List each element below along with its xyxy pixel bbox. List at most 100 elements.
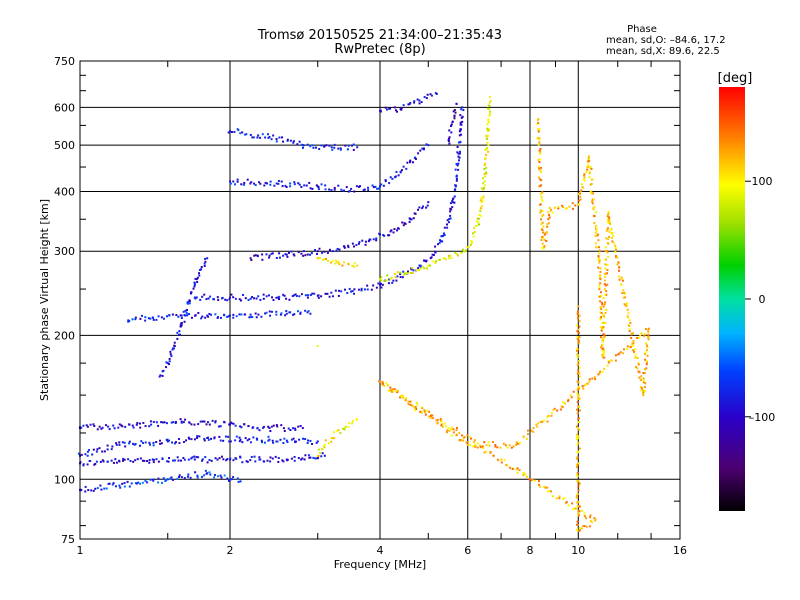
data-point xyxy=(162,369,165,372)
data-point xyxy=(316,440,319,443)
data-point xyxy=(589,170,592,173)
data-point xyxy=(483,451,486,454)
data-point xyxy=(576,463,579,466)
data-point xyxy=(249,257,252,260)
data-point xyxy=(270,138,273,141)
data-point xyxy=(631,332,634,335)
data-point xyxy=(280,424,283,427)
data-point xyxy=(575,347,578,350)
data-point xyxy=(604,301,607,304)
data-point xyxy=(232,316,235,319)
data-point xyxy=(455,179,458,182)
data-point xyxy=(602,313,605,316)
data-point xyxy=(314,457,317,460)
data-point xyxy=(644,327,647,330)
data-point xyxy=(625,302,628,305)
data-point xyxy=(587,165,590,168)
data-point xyxy=(293,294,296,297)
data-point xyxy=(115,485,118,488)
data-point xyxy=(599,336,602,339)
data-point xyxy=(255,297,258,300)
data-point xyxy=(640,332,643,335)
data-point xyxy=(333,146,336,149)
data-point xyxy=(543,238,546,241)
data-point xyxy=(160,316,163,319)
data-point xyxy=(487,143,490,146)
data-point xyxy=(92,448,95,451)
data-point xyxy=(337,147,340,150)
data-point xyxy=(604,263,607,266)
data-point xyxy=(123,458,126,461)
data-point xyxy=(599,311,602,314)
data-point xyxy=(121,441,124,444)
data-point xyxy=(547,414,550,417)
data-point xyxy=(459,140,462,143)
data-point xyxy=(346,148,349,151)
data-point xyxy=(488,128,491,131)
data-point xyxy=(392,231,395,234)
data-point xyxy=(567,504,570,507)
data-point xyxy=(605,272,608,275)
data-point xyxy=(395,171,398,174)
data-point xyxy=(331,437,334,440)
data-point xyxy=(302,250,305,253)
data-point xyxy=(300,458,303,461)
data-point xyxy=(193,455,196,458)
data-point xyxy=(606,269,609,272)
data-point xyxy=(577,360,580,363)
data-point xyxy=(455,163,458,166)
data-point xyxy=(623,291,626,294)
data-point xyxy=(244,133,247,136)
data-point xyxy=(380,279,383,282)
y-tick-label: 400 xyxy=(54,185,75,198)
data-point xyxy=(488,101,491,104)
data-point xyxy=(459,121,462,124)
data-point xyxy=(240,313,243,316)
data-point xyxy=(413,409,416,412)
data-point xyxy=(540,239,543,242)
data-point xyxy=(229,180,231,183)
data-point xyxy=(284,253,287,256)
data-point xyxy=(538,185,541,188)
data-point xyxy=(415,408,418,411)
data-point xyxy=(256,438,259,441)
data-point xyxy=(334,262,337,265)
data-point xyxy=(375,237,378,240)
data-point xyxy=(559,408,562,411)
data-point xyxy=(458,439,461,442)
data-point xyxy=(351,242,354,245)
data-point xyxy=(606,251,609,254)
data-point xyxy=(105,487,108,490)
data-point xyxy=(606,228,609,231)
data-point xyxy=(237,480,240,483)
data-point xyxy=(589,514,592,517)
data-point xyxy=(446,223,449,226)
data-point xyxy=(626,347,629,350)
data-point xyxy=(298,140,301,143)
data-point xyxy=(220,476,223,479)
data-point xyxy=(228,423,231,426)
data-point xyxy=(165,478,168,481)
data-point xyxy=(229,458,231,461)
data-point xyxy=(539,203,542,206)
data-point xyxy=(128,440,131,443)
data-point xyxy=(243,423,246,426)
data-point xyxy=(112,461,115,464)
data-point xyxy=(330,291,333,294)
data-point xyxy=(309,294,312,297)
data-point xyxy=(434,251,437,254)
data-point xyxy=(488,114,491,117)
data-point xyxy=(538,483,541,486)
data-point xyxy=(532,426,535,429)
data-point xyxy=(232,180,235,183)
data-point xyxy=(337,294,340,297)
data-point xyxy=(309,145,312,148)
data-point xyxy=(292,437,295,440)
data-point xyxy=(606,215,609,218)
data-point xyxy=(407,103,410,106)
data-point xyxy=(424,411,427,414)
data-point xyxy=(335,249,338,252)
data-point xyxy=(456,164,459,167)
data-point xyxy=(602,337,605,340)
data-point xyxy=(343,246,346,249)
